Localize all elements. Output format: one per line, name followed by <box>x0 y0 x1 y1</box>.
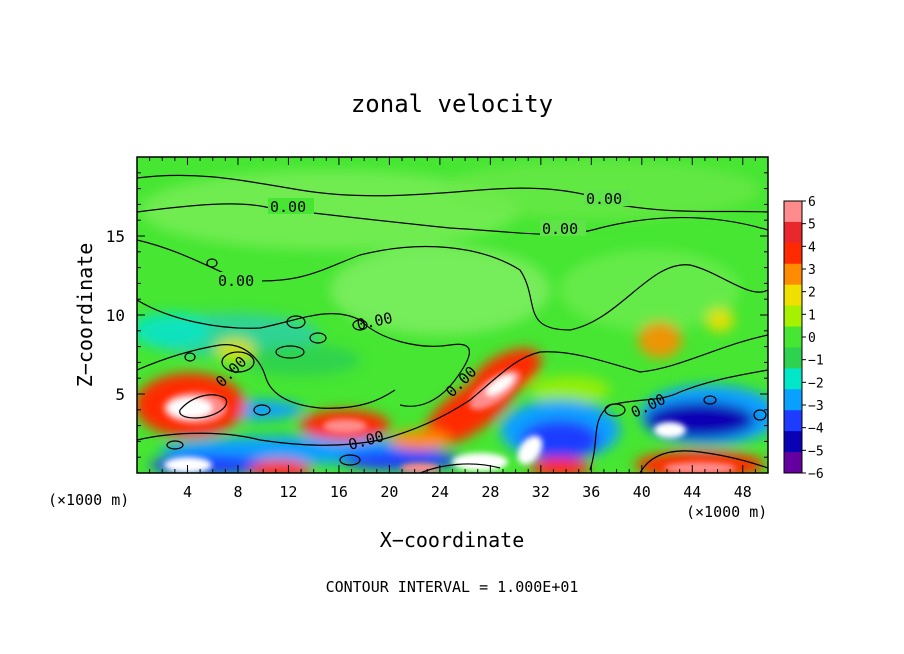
contour-label: 0.00 <box>586 190 622 208</box>
colorbar-label: −4 <box>808 422 824 437</box>
contour-label: 0.00 <box>218 272 254 290</box>
colorbar-swatch <box>784 410 802 432</box>
colorbar-label: −1 <box>808 354 824 369</box>
colorbar-swatch <box>784 242 802 265</box>
x-axis: 4 8 12 16 20 24 28 32 36 40 44 48 <box>149 157 756 501</box>
colorbar-swatch <box>784 201 802 223</box>
colorbar-label: −2 <box>808 376 824 391</box>
colorbar-label: 6 <box>808 195 816 210</box>
colorbar-swatch <box>784 347 802 369</box>
x-unit-left: (×1000 m) <box>48 491 129 509</box>
colorbar-swatch <box>784 452 802 474</box>
x-tick-label: 32 <box>532 483 550 501</box>
colorbar: 6 5 4 3 2 1 0 −1 −2 −3 −4 −5 −6 <box>783 195 824 482</box>
colorbar-swatch <box>784 368 802 390</box>
chart-title: zonal velocity <box>351 90 553 118</box>
colorbar-label: 5 <box>808 218 816 233</box>
colorbar-label: 4 <box>808 240 816 255</box>
x-tick-label: 20 <box>380 483 398 501</box>
colorbar-label: −6 <box>808 467 824 482</box>
colorbar-label: 3 <box>808 263 816 278</box>
contour-label: 0.00 <box>542 220 578 238</box>
colorbar-swatch <box>784 284 802 307</box>
colorbar-swatch <box>784 305 802 328</box>
colorbar-swatch <box>784 431 802 453</box>
x-tick-label: 48 <box>734 483 752 501</box>
colorbar-swatch <box>784 221 802 244</box>
x-tick-label: 4 <box>183 483 192 501</box>
x-tick-label: 28 <box>481 483 499 501</box>
y-axis-label: Z−coordinate <box>73 243 97 388</box>
x-tick-label: 16 <box>330 483 348 501</box>
colorbar-label: −3 <box>808 399 824 414</box>
x-tick-label: 12 <box>279 483 297 501</box>
x-tick-label: 36 <box>582 483 600 501</box>
colorbar-swatch <box>784 326 802 348</box>
colorbar-label: 1 <box>808 308 816 323</box>
contour-interval-footer: CONTOUR INTERVAL = 1.000E+01 <box>326 578 579 596</box>
y-tick-label: 15 <box>106 227 125 246</box>
colorbar-label: 2 <box>808 286 816 301</box>
colorbar-swatch <box>784 263 802 286</box>
y-axis: 5 10 15 <box>106 172 768 458</box>
colorbar-label: −5 <box>808 444 824 459</box>
x-axis-label: X−coordinate <box>380 528 525 552</box>
y-tick-label: 10 <box>106 306 125 325</box>
contour-label: 0.00 <box>270 198 306 216</box>
velocity-field <box>137 157 768 473</box>
x-tick-label: 44 <box>683 483 701 501</box>
y-tick-label: 5 <box>115 385 125 404</box>
x-tick-label: 8 <box>233 483 242 501</box>
x-unit-right: (×1000 m) <box>686 503 767 521</box>
x-tick-label: 40 <box>633 483 651 501</box>
colorbar-label: 0 <box>808 331 816 346</box>
x-tick-label: 24 <box>431 483 449 501</box>
colorbar-swatch <box>784 389 802 411</box>
